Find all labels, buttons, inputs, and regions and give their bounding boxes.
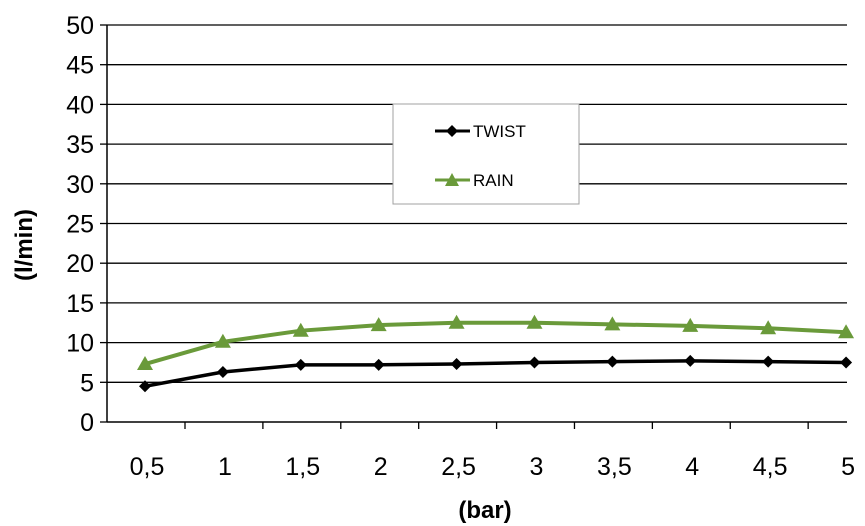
data-point-twist [216, 365, 229, 378]
data-point-twist [372, 358, 385, 371]
series-line-twist [144, 359, 847, 388]
data-point-rain [526, 314, 543, 329]
data-point-rain [682, 317, 699, 332]
x-axis-ticks: 0,5 1 1,5 2 2,5 3 3,5 4 4,5 5 [130, 422, 855, 481]
y-tick-label: 45 [66, 52, 94, 80]
y-tick-label: 20 [66, 250, 94, 278]
data-point-twist [139, 380, 151, 393]
data-point-rain [137, 356, 153, 371]
data-point-rain [448, 314, 465, 329]
data-point-twist [450, 358, 463, 371]
x-tick-label: 4 [685, 453, 699, 481]
data-point-twist [528, 356, 541, 369]
x-tick-label: 0,5 [130, 453, 165, 481]
y-tick-label: 35 [66, 131, 94, 159]
legend-rain-label: RAIN [473, 171, 514, 190]
data-point-rain [604, 316, 621, 331]
x-tick-label: 2 [374, 453, 388, 481]
data-point-rain [370, 317, 387, 332]
y-tick-label: 50 [66, 12, 94, 40]
x-tick-label: 4,5 [753, 453, 788, 481]
legend: TWIST RAIN [392, 103, 580, 205]
data-point-rain [760, 320, 777, 335]
data-point-rain [838, 324, 855, 339]
y-tick-label: 15 [66, 290, 94, 318]
data-point-rain [214, 333, 231, 348]
legend-rain-marker [445, 173, 459, 186]
x-tick-label: 2,5 [441, 453, 476, 481]
x-tick-label: 3,5 [597, 453, 632, 481]
x-tick-label: 3 [530, 453, 544, 481]
x-tick-label: 1 [218, 453, 232, 481]
y-tick-label: 0 [80, 409, 94, 437]
x-tick-label: 5 [841, 453, 855, 481]
y-tick-label: 10 [66, 330, 94, 358]
series-rain [137, 314, 855, 371]
data-point-rain [292, 322, 309, 337]
series-twist [139, 354, 853, 393]
data-point-twist [606, 355, 619, 368]
x-axis-title: (bar) [458, 497, 511, 524]
data-point-twist [684, 354, 697, 367]
data-point-twist [762, 355, 775, 368]
series-line-rain [144, 320, 847, 366]
y-tick-label: 30 [66, 171, 94, 199]
data-point-twist [294, 358, 307, 371]
data-series [137, 314, 855, 393]
x-tick-label: 1,5 [285, 453, 320, 481]
legend-twist-label: TWIST [473, 122, 526, 141]
y-axis-ticks: 0 5 10 15 20 25 30 35 40 45 50 [66, 12, 107, 437]
y-tick-label: 5 [80, 369, 94, 397]
data-point-twist [840, 356, 853, 369]
y-tick-label: 40 [66, 91, 94, 119]
y-axis-title: (l/min) [11, 209, 38, 281]
legend-box [392, 103, 580, 205]
legend-twist-marker [446, 125, 458, 137]
y-tick-label: 25 [66, 211, 94, 239]
